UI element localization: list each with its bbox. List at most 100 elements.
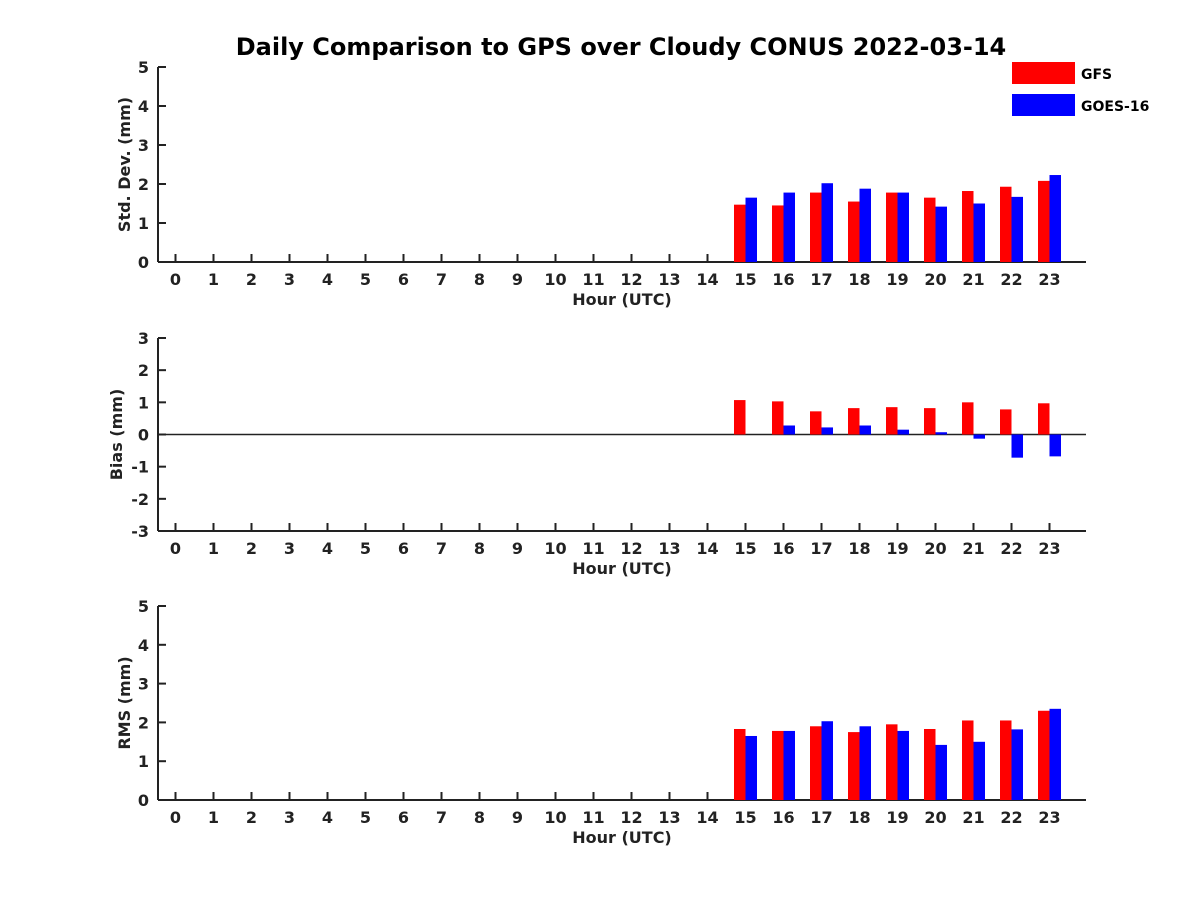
bar-goes-16-hour-23 (1049, 175, 1061, 262)
bar-goes-16-hour-16 (783, 192, 795, 262)
bar-gfs-hour-23 (1038, 710, 1050, 800)
x-tick-label: 4 (322, 539, 333, 558)
x-tick-label: 10 (544, 808, 566, 827)
bar-gfs-hour-15 (734, 400, 746, 435)
bar-gfs-hour-18 (848, 201, 860, 262)
y-tick-label: 2 (138, 361, 149, 380)
x-tick-label: 5 (360, 270, 371, 289)
x-tick-label: 9 (512, 808, 523, 827)
x-tick-label: 15 (734, 808, 756, 827)
x-tick-label: 19 (886, 808, 908, 827)
bar-gfs-hour-23 (1038, 403, 1050, 435)
x-tick-label: 2 (246, 539, 257, 558)
bar-gfs-hour-16 (772, 205, 784, 262)
bar-goes-16-hour-22 (1011, 729, 1023, 800)
x-tick-label: 5 (360, 539, 371, 558)
y-tick-label: 4 (138, 636, 149, 655)
y-tick-label: 4 (138, 97, 149, 116)
y-tick-label: 2 (138, 713, 149, 732)
bar-goes-16-hour-17 (821, 721, 833, 800)
bar-gfs-hour-19 (886, 192, 898, 262)
x-tick-label: 0 (170, 808, 181, 827)
x-tick-label: 1 (208, 808, 219, 827)
x-axis-label: Hour (UTC) (572, 559, 672, 578)
x-tick-label: 11 (582, 808, 604, 827)
bar-gfs-hour-16 (772, 730, 784, 800)
x-tick-label: 20 (924, 808, 946, 827)
chart-title: Daily Comparison to GPS over Cloudy CONU… (236, 33, 1007, 61)
bar-gfs-hour-22 (1000, 186, 1012, 262)
x-tick-label: 19 (886, 270, 908, 289)
bar-gfs-hour-17 (810, 726, 822, 800)
x-tick-label: 12 (620, 539, 642, 558)
y-axis-label: RMS (mm) (115, 656, 134, 749)
x-tick-label: 23 (1038, 539, 1060, 558)
bar-gfs-hour-20 (924, 728, 936, 800)
bar-goes-16-hour-21 (973, 203, 985, 262)
bar-goes-16-hour-17 (821, 183, 833, 262)
bar-goes-16-hour-15 (745, 735, 757, 800)
y-tick-label: 3 (138, 675, 149, 694)
x-tick-label: 6 (398, 539, 409, 558)
x-tick-label: 2 (246, 270, 257, 289)
x-tick-label: 17 (810, 808, 832, 827)
bar-gfs-hour-19 (886, 724, 898, 800)
bar-gfs-hour-20 (924, 408, 936, 435)
bar-goes-16-hour-15 (745, 197, 757, 262)
y-tick-label: 2 (138, 175, 149, 194)
bar-gfs-hour-22 (1000, 720, 1012, 800)
y-tick-label: 1 (138, 214, 149, 233)
bar-gfs-hour-21 (962, 402, 974, 435)
x-tick-label: 0 (170, 539, 181, 558)
bar-goes-16-hour-20 (935, 744, 947, 800)
bar-goes-16-hour-18 (859, 188, 871, 262)
x-tick-label: 16 (772, 808, 794, 827)
bar-gfs-hour-17 (810, 411, 822, 435)
bar-goes-16-hour-23 (1049, 708, 1061, 800)
x-tick-label: 22 (1000, 270, 1022, 289)
bar-gfs-hour-20 (924, 197, 936, 262)
x-tick-label: 18 (848, 539, 870, 558)
x-tick-label: 1 (208, 270, 219, 289)
y-tick-label: 3 (138, 329, 149, 348)
legend-label-gfs: GFS (1081, 67, 1112, 83)
y-axis-label: Std. Dev. (mm) (115, 97, 134, 232)
bar-gfs-hour-18 (848, 732, 860, 800)
x-tick-label: 5 (360, 808, 371, 827)
bar-gfs-hour-21 (962, 720, 974, 800)
bar-goes-16-hour-19 (897, 730, 909, 800)
x-tick-label: 6 (398, 808, 409, 827)
bar-goes-16-hour-20 (935, 206, 947, 262)
bar-gfs-hour-18 (848, 408, 860, 435)
y-tick-label: 3 (138, 136, 149, 155)
y-tick-label: -1 (131, 458, 149, 477)
x-tick-label: 14 (696, 539, 718, 558)
bar-goes-16-hour-18 (859, 726, 871, 800)
x-axis-label: Hour (UTC) (572, 828, 672, 847)
x-tick-label: 0 (170, 270, 181, 289)
x-tick-label: 10 (544, 270, 566, 289)
x-tick-label: 7 (436, 270, 447, 289)
x-tick-label: 9 (512, 539, 523, 558)
x-tick-label: 21 (962, 270, 984, 289)
legend: GFS GOES-16 (1012, 62, 1149, 116)
x-tick-label: 22 (1000, 539, 1022, 558)
x-tick-label: 16 (772, 539, 794, 558)
x-tick-label: 10 (544, 539, 566, 558)
bar-gfs-hour-16 (772, 401, 784, 435)
bar-goes-16-hour-16 (783, 425, 795, 435)
legend-label-goes-16: GOES-16 (1081, 99, 1149, 115)
x-tick-label: 2 (246, 808, 257, 827)
x-tick-label: 13 (658, 270, 680, 289)
x-tick-label: 8 (474, 539, 485, 558)
y-tick-label: -3 (131, 522, 149, 541)
x-tick-label: 7 (436, 539, 447, 558)
x-axis-label: Hour (UTC) (572, 290, 672, 309)
x-tick-label: 7 (436, 808, 447, 827)
x-tick-label: 18 (848, 270, 870, 289)
y-axis-label: Bias (mm) (107, 389, 126, 481)
bar-goes-16-hour-23 (1049, 434, 1061, 457)
x-tick-label: 17 (810, 270, 832, 289)
x-tick-label: 21 (962, 539, 984, 558)
